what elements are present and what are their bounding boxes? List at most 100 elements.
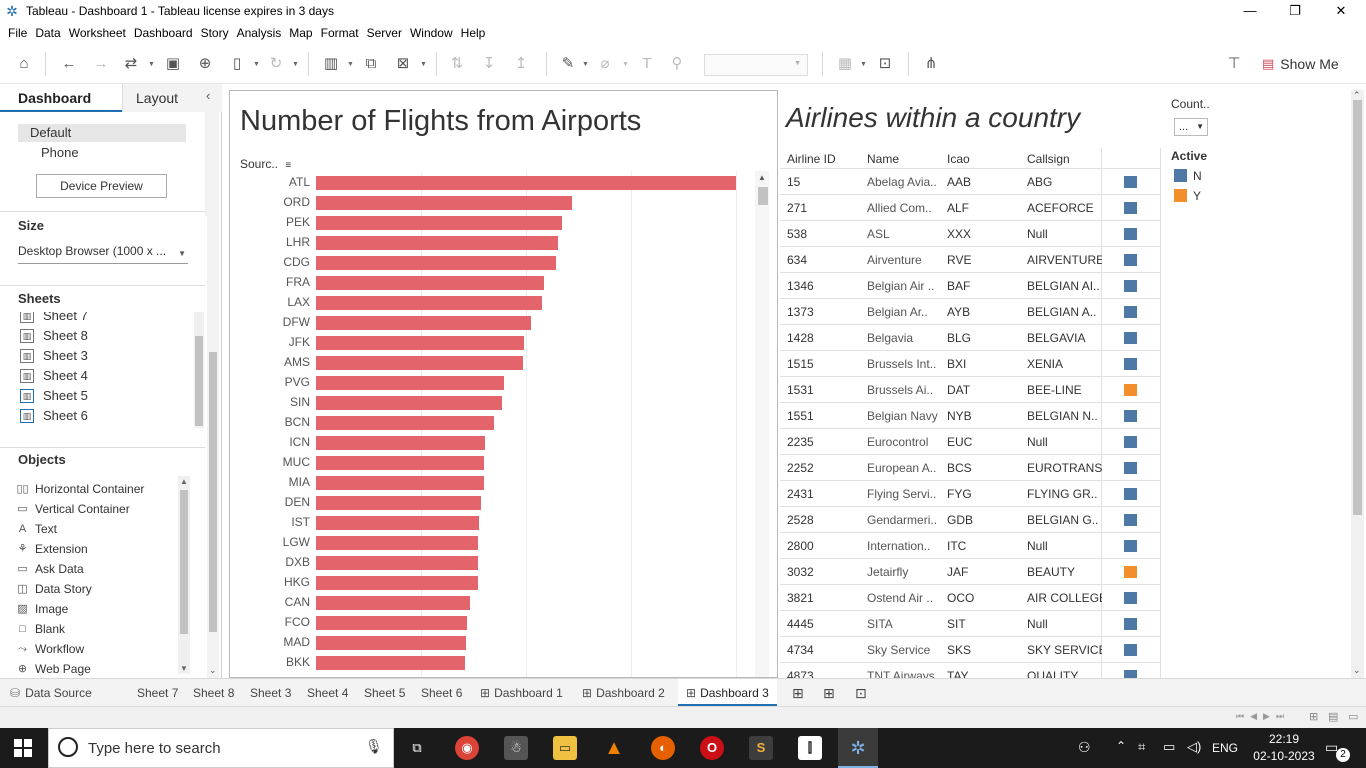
scrollbar[interactable] bbox=[194, 312, 204, 428]
table-row[interactable]: 1428 Belgavia BLG BELGAVIA bbox=[780, 324, 1161, 350]
table-row[interactable]: 2235 Eurocontrol EUC Null bbox=[780, 428, 1161, 454]
chevron-down-icon[interactable]: ▼ bbox=[860, 61, 867, 68]
scrollbar[interactable]: ⌃ ⌄ bbox=[1351, 90, 1364, 678]
bar-label[interactable]: JFK bbox=[288, 335, 310, 349]
table-row[interactable]: 4445 SITA SIT Null bbox=[780, 610, 1161, 636]
bar-label[interactable]: LAX bbox=[287, 295, 310, 309]
chevron-down-icon[interactable]: ▼ bbox=[582, 61, 589, 68]
scrollbar[interactable]: ▲ ▼ bbox=[178, 476, 190, 674]
object-blank[interactable]: □ Blank bbox=[16, 619, 65, 639]
legend-swatch-y[interactable] bbox=[1174, 189, 1187, 202]
pause-updates-icon[interactable]: ▯ bbox=[232, 55, 242, 72]
sort-icon[interactable]: ≡ bbox=[285, 160, 292, 171]
duplicate-sheet-icon[interactable]: ⧉ bbox=[365, 55, 377, 72]
save-icon[interactable]: ▣ bbox=[165, 55, 181, 72]
sort-header[interactable]: Sourc.. ≡ bbox=[240, 157, 291, 171]
bar-label[interactable]: IST bbox=[291, 515, 310, 529]
show-tabs-icon[interactable]: ▭ bbox=[1348, 711, 1359, 723]
active-status-mark[interactable] bbox=[1124, 514, 1137, 526]
flights-chart-sheet[interactable]: Number of Flights from Airports Sourc.. … bbox=[229, 90, 778, 678]
bar[interactable] bbox=[316, 276, 544, 290]
collapse-pane-icon[interactable]: ‹ bbox=[206, 88, 211, 103]
object-image[interactable]: ▨ Image bbox=[16, 599, 68, 619]
clock-time[interactable]: 22:19 bbox=[1268, 732, 1300, 746]
chevron-down-icon[interactable]: ▼ bbox=[347, 61, 354, 68]
bar[interactable] bbox=[316, 616, 468, 630]
menu-worksheet[interactable]: Worksheet bbox=[68, 26, 126, 40]
bar-label[interactable]: HKG bbox=[283, 575, 310, 589]
bar[interactable] bbox=[316, 376, 505, 390]
active-status-mark[interactable] bbox=[1124, 306, 1137, 318]
bar-label[interactable]: MAD bbox=[283, 635, 310, 649]
sheet-item-3[interactable]: ▥ Sheet 3 bbox=[20, 346, 88, 366]
bar-label[interactable]: DXB bbox=[285, 555, 310, 569]
bar[interactable] bbox=[316, 256, 556, 270]
bar[interactable] bbox=[316, 656, 466, 670]
table-row[interactable]: 4873 TNT Airways TAY QUALITY bbox=[780, 662, 1161, 678]
object-text[interactable]: A Text bbox=[16, 519, 57, 539]
bar[interactable] bbox=[316, 636, 467, 650]
column-header-name[interactable]: Name bbox=[867, 152, 900, 166]
device-phone[interactable]: Phone bbox=[41, 145, 79, 160]
app-icon[interactable]: ⫿ bbox=[798, 736, 822, 760]
bar-label[interactable]: CDG bbox=[283, 255, 310, 269]
bar[interactable] bbox=[316, 536, 479, 550]
bar-label[interactable]: ATL bbox=[288, 175, 310, 189]
bar[interactable] bbox=[316, 296, 542, 310]
bar-label[interactable]: DEN bbox=[284, 495, 310, 509]
sheet-item-5[interactable]: ▥ Sheet 5 bbox=[20, 386, 88, 406]
column-header-callsign[interactable]: Callsign bbox=[1027, 152, 1070, 166]
table-row[interactable]: 2528 Gendarmeri.. GDB BELGIAN G.. bbox=[780, 506, 1161, 532]
bar-label[interactable]: BCN bbox=[284, 415, 310, 429]
menu-story[interactable]: Story bbox=[200, 26, 229, 40]
object-extension[interactable]: ⚘ Extension bbox=[16, 539, 88, 559]
object-web-page[interactable]: ⊕ Web Page bbox=[16, 659, 91, 679]
bar-label[interactable]: FCO bbox=[284, 615, 310, 629]
scroll-thumb[interactable] bbox=[1353, 100, 1362, 515]
scroll-up-icon[interactable]: ▲ bbox=[758, 173, 766, 182]
menu-analysis[interactable]: Analysis bbox=[236, 26, 282, 40]
airlines-table-sheet[interactable]: Airlines within a country Airline ID Nam… bbox=[778, 90, 1163, 678]
opera-icon[interactable]: O bbox=[700, 736, 724, 760]
active-status-mark[interactable] bbox=[1124, 566, 1137, 578]
new-data-source-icon[interactable]: ⊕ bbox=[198, 55, 212, 72]
bar-label[interactable]: BKK bbox=[285, 655, 310, 669]
new-dashboard-tab-icon[interactable]: ⊞ bbox=[823, 685, 835, 701]
bar-label[interactable]: LHR bbox=[285, 235, 310, 249]
scroll-thumb[interactable] bbox=[758, 187, 768, 205]
group-icon[interactable]: ⌀ bbox=[600, 55, 610, 72]
table-row[interactable]: 634 Airventure RVE AIRVENTURE bbox=[780, 246, 1161, 272]
menu-dashboard[interactable]: Dashboard bbox=[133, 26, 193, 40]
filter-dropdown[interactable]: ... ▼ bbox=[1174, 118, 1208, 136]
object-workflow[interactable]: ⤳ Workflow bbox=[16, 639, 84, 659]
tab-data-source[interactable]: ⛁ Data Source bbox=[10, 679, 92, 707]
pin-icon[interactable]: ⚲ bbox=[671, 55, 683, 72]
active-status-mark[interactable] bbox=[1124, 592, 1137, 604]
sheet-item-6[interactable]: ▥ Sheet 6 bbox=[20, 406, 88, 426]
tab-sheet-5[interactable]: Sheet 5 bbox=[364, 686, 406, 700]
bar-label[interactable]: FRA bbox=[286, 275, 310, 289]
tab-sheet-6[interactable]: Sheet 6 bbox=[421, 686, 463, 700]
table-row[interactable]: 1551 Belgian Navy NYB BELGIAN N.. bbox=[780, 402, 1161, 428]
redo-icon[interactable]: → bbox=[93, 55, 109, 72]
scroll-down-icon[interactable]: ▼ bbox=[180, 664, 188, 673]
tab-dashboard-3[interactable]: ⊞ Dashboard 3 bbox=[678, 679, 777, 707]
sort-descending-icon[interactable]: ↥ bbox=[514, 55, 528, 72]
bar[interactable] bbox=[316, 336, 525, 350]
microphone-icon[interactable]: 🎙 bbox=[365, 738, 383, 754]
highlight-icon[interactable]: ✎ bbox=[561, 55, 575, 72]
table-row[interactable]: 4734 Sky Service SKS SKY SERVICE bbox=[780, 636, 1161, 662]
battery-icon[interactable]: ▭ bbox=[1163, 739, 1176, 754]
bar[interactable] bbox=[316, 396, 503, 410]
share-icon[interactable]: ⋔ bbox=[924, 55, 938, 72]
people-icon[interactable]: ⚇ bbox=[1078, 739, 1091, 755]
sort-ascending-icon[interactable]: ↧ bbox=[482, 55, 496, 72]
bar-label[interactable]: PVG bbox=[284, 375, 310, 389]
bar[interactable] bbox=[316, 456, 485, 470]
bar[interactable] bbox=[316, 476, 485, 490]
tab-dashboard-2[interactable]: ⊞ Dashboard 2 bbox=[582, 679, 665, 707]
bar-label[interactable]: MUC bbox=[282, 455, 310, 469]
bar[interactable] bbox=[316, 516, 480, 530]
tab-sheet-4[interactable]: Sheet 4 bbox=[307, 686, 349, 700]
chevron-down-icon[interactable]: ▼ bbox=[253, 61, 260, 68]
